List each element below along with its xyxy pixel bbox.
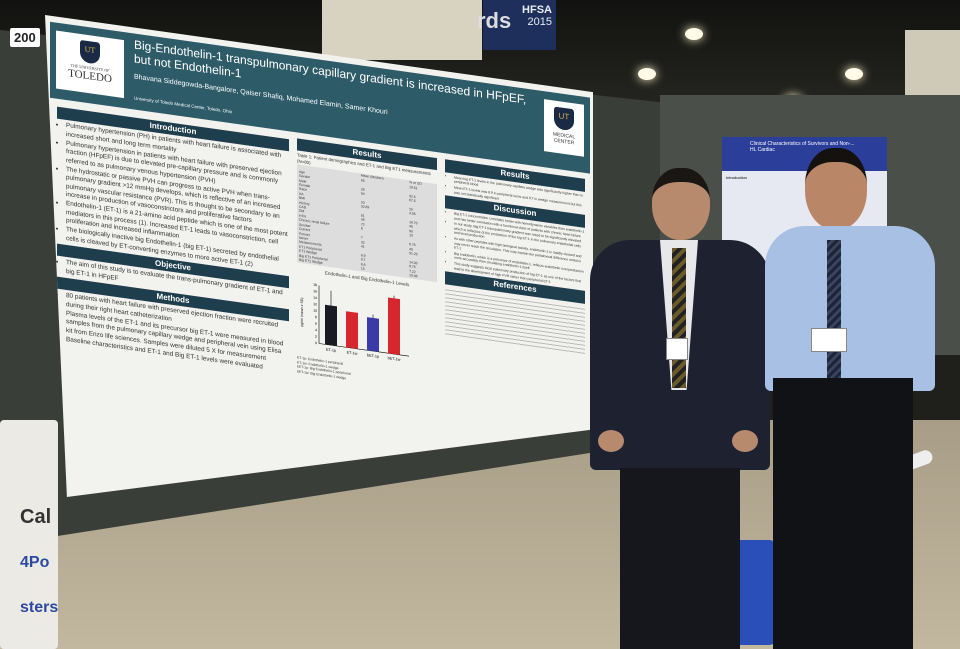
name-badge: [811, 328, 847, 352]
hand: [598, 430, 624, 452]
tube-text: Cal: [20, 506, 52, 528]
tie: [827, 240, 841, 390]
sign-org: HFSA: [522, 4, 552, 16]
person-left: [590, 168, 775, 649]
y-tick-label: 16: [313, 289, 317, 294]
shirt: [765, 226, 935, 391]
right-poster-subtitle: HL Cardiac: [750, 147, 775, 153]
tube-text: 4Po: [20, 554, 50, 571]
y-tick-label: 0: [315, 341, 317, 345]
bar: [367, 316, 379, 352]
ceiling-light: [845, 68, 863, 80]
university-logo: UT THE UNIVERSITY OF TOLEDO: [56, 30, 124, 99]
x-tick-label: ET-1p: [326, 347, 336, 352]
booth-number: 200: [10, 28, 40, 47]
right-poster-title: Clinical Characteristics of Survivors an…: [750, 141, 855, 147]
research-poster: UT THE UNIVERSITY OF TOLEDO Big-Endothelin…: [45, 15, 593, 497]
y-tick-label: 18: [313, 282, 317, 287]
middle-column: Results Table 1: Patient demographics an…: [297, 136, 437, 393]
y-tick-label: 4: [315, 328, 317, 332]
tube-text: sters: [20, 599, 59, 616]
trousers: [773, 378, 913, 649]
x-tick-label: bET-1p: [367, 353, 379, 359]
y-tick-label: 2: [315, 334, 317, 338]
poster-tube: Cal 4Po sters: [0, 420, 58, 649]
sign-text: rds: [477, 8, 512, 33]
pillar: [322, 0, 482, 60]
head: [652, 168, 710, 240]
sign-year: 2015: [527, 16, 552, 28]
y-axis-label: pg/ml (mean ± SD): [300, 297, 304, 327]
shield-icon: UT: [554, 106, 574, 132]
bar: [388, 297, 400, 355]
bar: [346, 310, 358, 349]
ceiling-light: [685, 28, 703, 40]
y-tick-label: 6: [315, 321, 317, 325]
right-column: Results Mean big ET-1 levels in the pulm…: [445, 157, 585, 356]
trousers: [620, 468, 740, 649]
demographics-table: Mean (Median)% or SD Age 65 10.51 Gender Male…: [297, 164, 437, 282]
right-poster-section: Introduction: [726, 175, 747, 180]
hfsa-sign: rds HFSA 2015: [477, 0, 556, 50]
y-tick-label: 10: [313, 308, 317, 313]
person-right: [765, 148, 940, 649]
shield-icon: UT: [80, 39, 100, 65]
x-tick-label: ET-1w: [347, 350, 358, 356]
y-tick-label: 8: [315, 315, 317, 319]
logo-name: MEDICAL CENTER: [552, 131, 576, 147]
y-tick-label: 12: [313, 302, 317, 307]
name-badge: [666, 338, 688, 360]
x-tick-label: bET-1w: [388, 356, 401, 362]
bar: [325, 304, 337, 346]
head: [805, 148, 867, 230]
y-tick-label: 14: [313, 295, 317, 300]
left-column: Introduction Pulmonary hypertension (PH)…: [57, 105, 289, 377]
hand: [732, 430, 758, 452]
ceiling-light: [638, 68, 656, 80]
medical-center-logo: UT MEDICAL CENTER: [544, 99, 584, 157]
tie: [672, 248, 686, 388]
